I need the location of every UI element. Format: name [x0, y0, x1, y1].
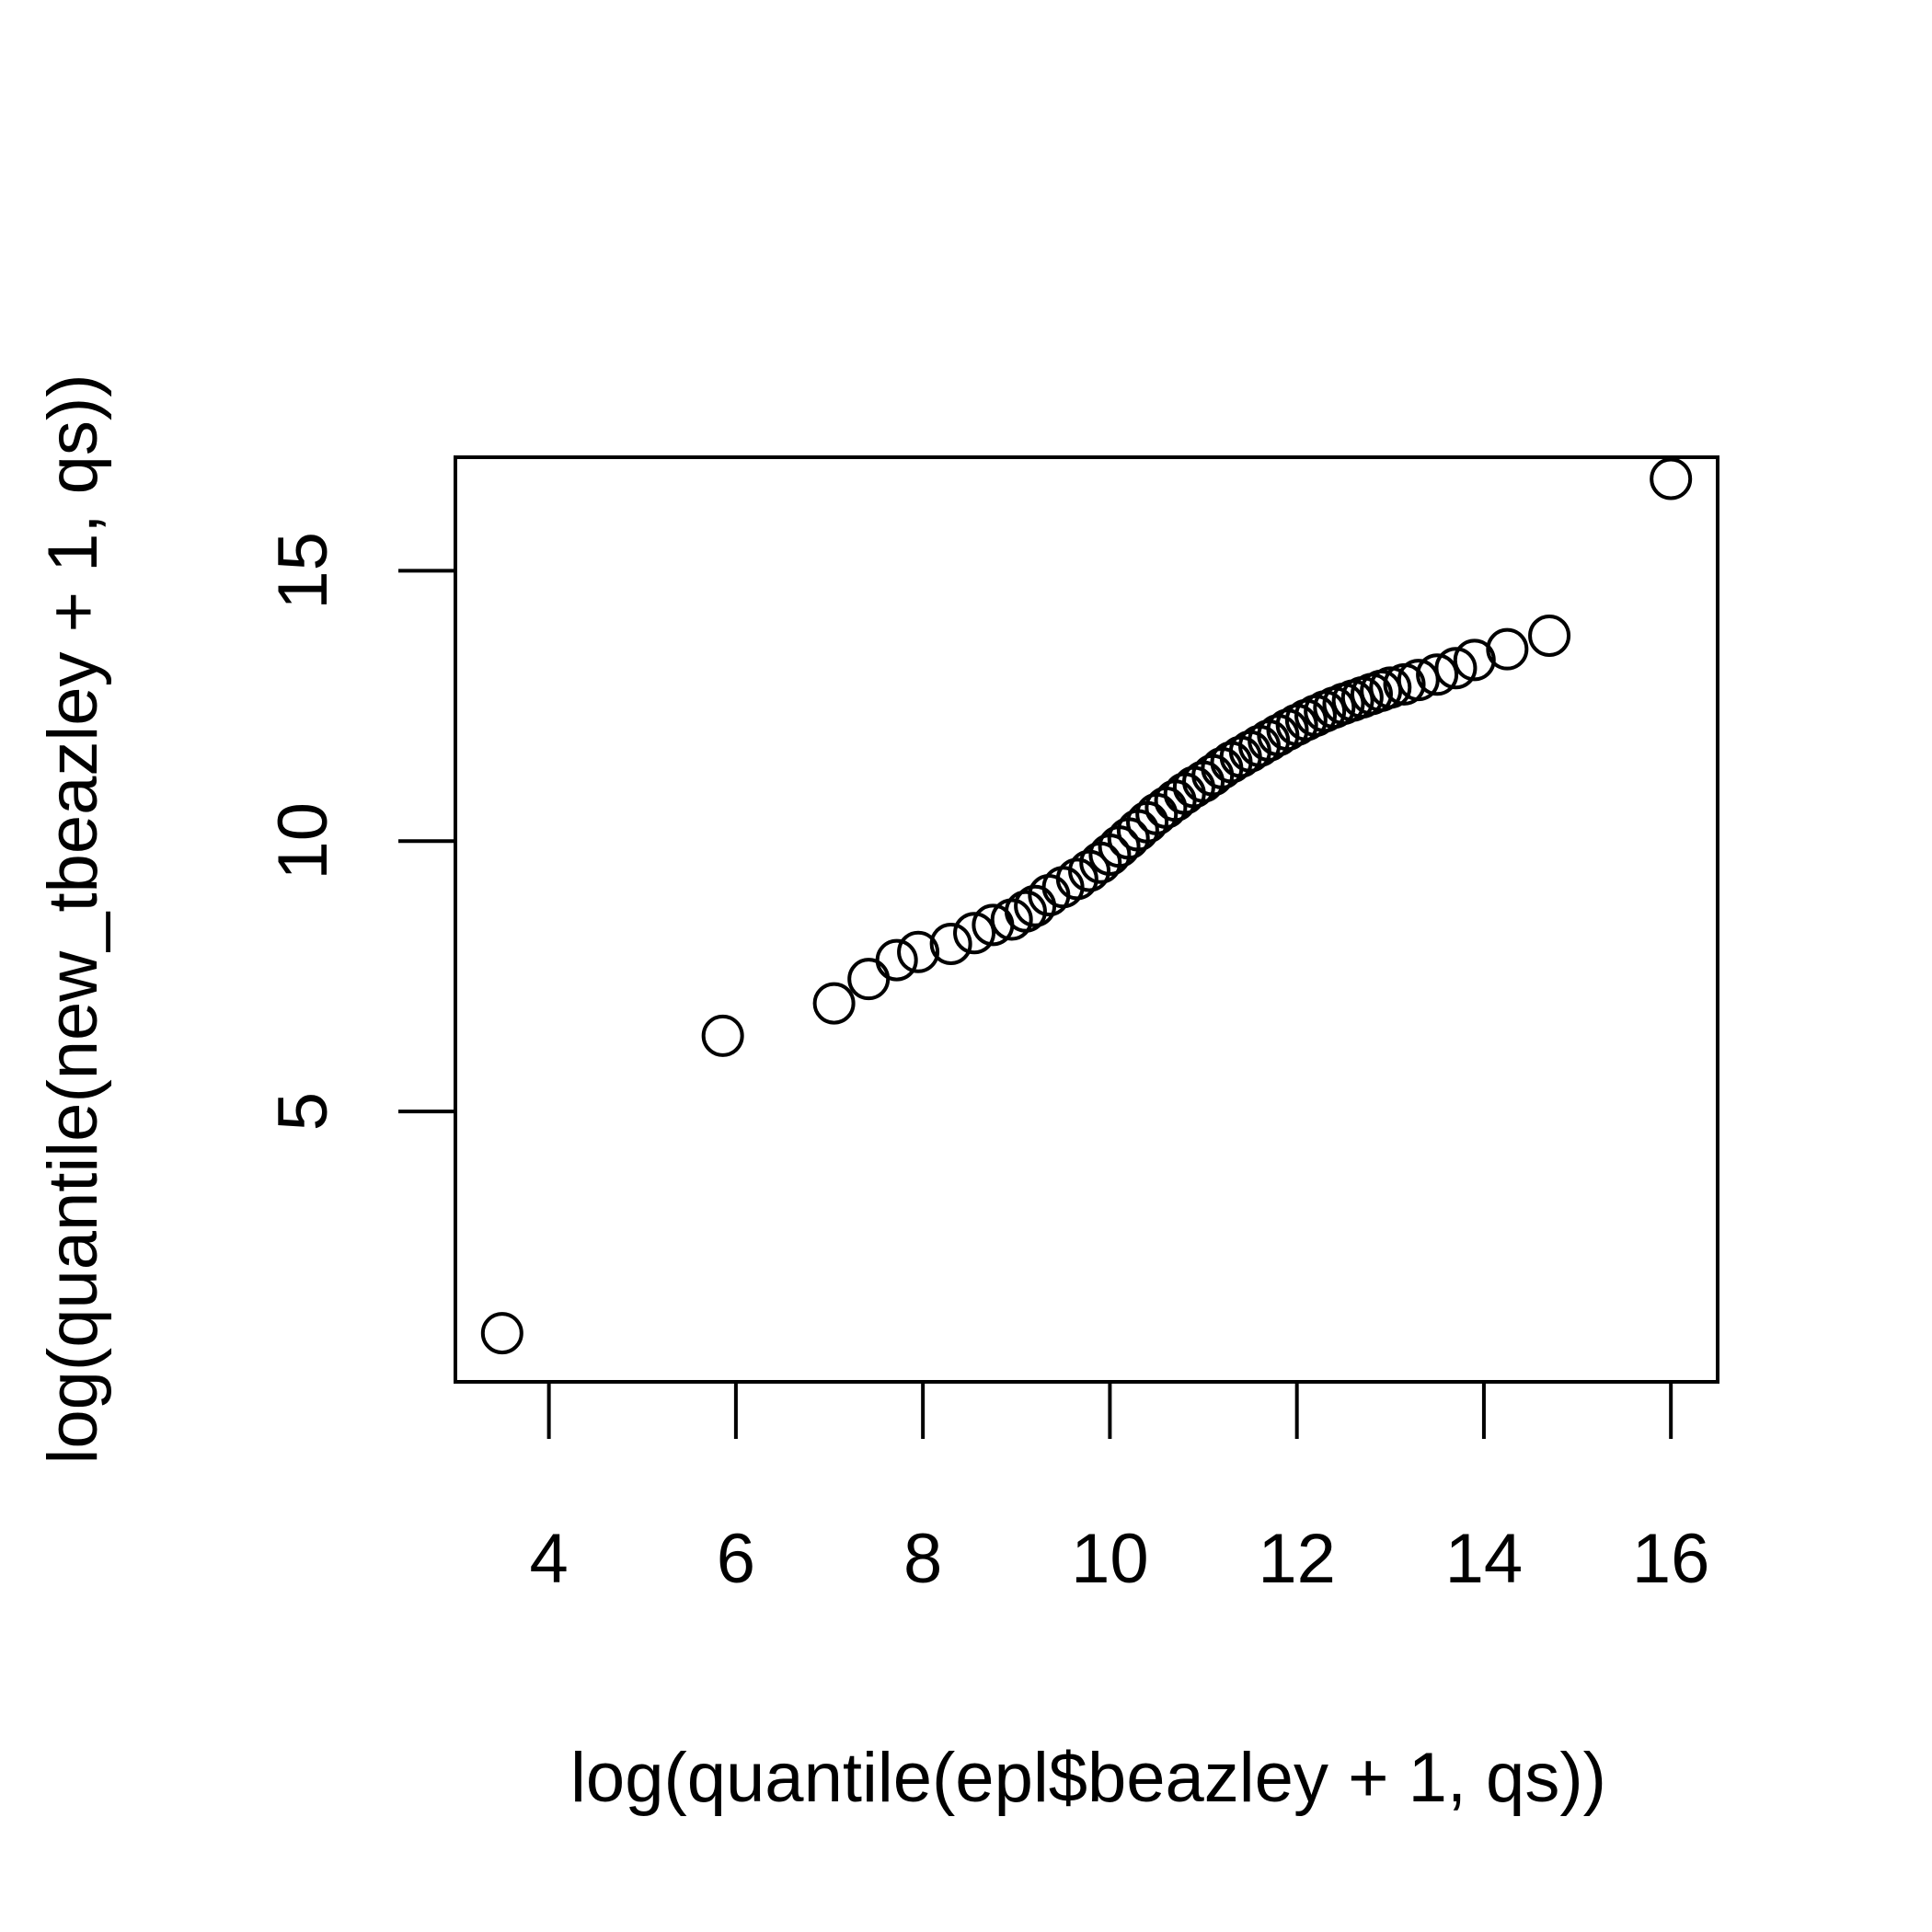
- x-axis: 4 6 8 10 12 14 16: [529, 1380, 1710, 1598]
- data-point: [875, 938, 918, 982]
- data-point: [812, 982, 856, 1025]
- data-point: [1416, 653, 1459, 696]
- data-point: [953, 912, 996, 955]
- y-tick-label: 5: [264, 1092, 342, 1131]
- data-point: [480, 1312, 523, 1355]
- data-point: [929, 922, 972, 965]
- data-point: [1650, 457, 1693, 500]
- y-axis-label: log(quantile(new_tbeazley + 1, qs)): [34, 374, 112, 1464]
- data-point: [847, 958, 891, 1001]
- x-tick-label: 6: [717, 1520, 755, 1598]
- data-point: [1055, 857, 1098, 901]
- data-point: [701, 1014, 744, 1057]
- x-axis-label: log(quantile(epl$beazley + 1, qs)): [570, 1739, 1606, 1817]
- y-tick-label: 10: [264, 802, 342, 880]
- x-tick-label: 4: [529, 1520, 568, 1598]
- plot-frame: [454, 455, 1719, 1384]
- data-point: [1486, 627, 1529, 671]
- data-point: [1275, 703, 1318, 746]
- data-point: [1397, 659, 1440, 702]
- x-tick-label: 14: [1445, 1520, 1524, 1598]
- x-tick-label: 16: [1632, 1520, 1710, 1598]
- data-point: [1453, 638, 1496, 682]
- x-tick-label: 8: [903, 1520, 942, 1598]
- x-tick-label: 10: [1071, 1520, 1149, 1598]
- y-axis: 5 10 15: [264, 532, 455, 1131]
- data-point: [1004, 890, 1047, 933]
- data-point: [1528, 614, 1571, 657]
- y-tick-label: 15: [264, 532, 342, 610]
- data-point: [1369, 666, 1412, 709]
- data-point: [897, 930, 940, 973]
- data-point: [1434, 647, 1478, 690]
- data-points: [480, 457, 1693, 1355]
- x-tick-label: 12: [1258, 1520, 1336, 1598]
